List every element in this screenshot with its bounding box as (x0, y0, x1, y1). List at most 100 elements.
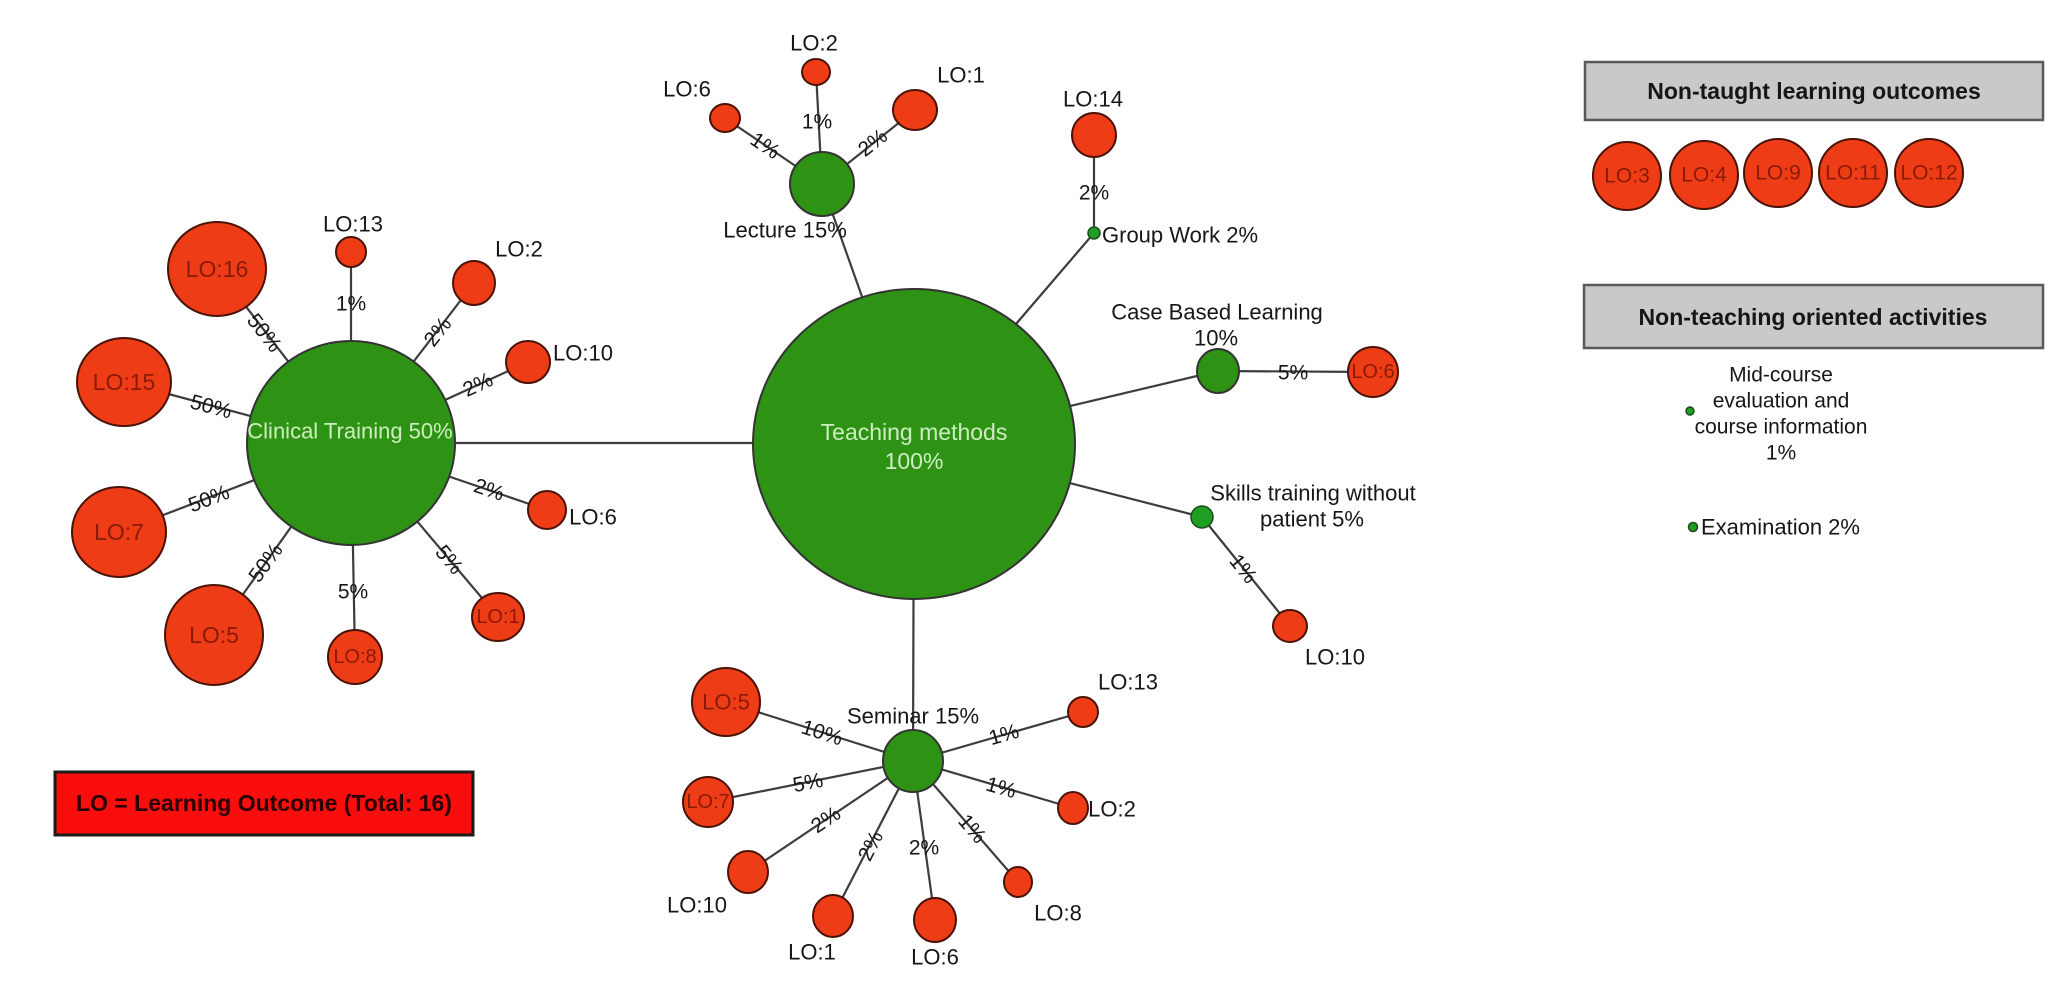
lo-label-inside: LO:16 (186, 256, 249, 282)
lo-label-inside: LO:8 (333, 646, 376, 668)
edge-label: 5% (338, 581, 368, 604)
sat-lo10-skills (1272, 609, 1308, 643)
edge-label: 50% (188, 390, 235, 423)
edge-label: 5% (791, 769, 825, 797)
group-work-label: Group Work 2% (1102, 223, 1258, 248)
sat-lo15-clinical (76, 337, 172, 427)
sat-lo8-clinical (327, 629, 383, 685)
skills-training-label-line1: Skills training without (1210, 481, 1415, 506)
mid-course-label-line2: evaluation and (1713, 390, 1850, 413)
edge-label: 2% (459, 368, 496, 402)
lo-label: LO:8 (1034, 901, 1082, 926)
edge-label: 1% (986, 720, 1022, 750)
sat-lo6-clinical (527, 490, 567, 530)
edge (747, 760, 914, 873)
edge-label: 2% (854, 125, 892, 162)
edge-label: 2% (807, 802, 845, 838)
sat-lo16-clinical (167, 221, 267, 317)
non-teaching-title: Non-teaching oriented activities (1639, 304, 1988, 330)
dot-examination (1687, 521, 1699, 533)
lo-label-inside: LO:7 (94, 519, 144, 545)
edge-label: 1% (983, 773, 1019, 803)
edge-label: 10% (798, 716, 845, 751)
hub-seminar (882, 729, 944, 793)
lo-label: LO:2 (790, 31, 838, 56)
non-taught-title: Non-taught learning outcomes (1647, 78, 1981, 104)
lo-label-inside: LO:3 (1604, 165, 1650, 188)
lo-label: LO:6 (569, 505, 617, 530)
lo-label: LO:13 (1098, 670, 1158, 695)
sat-lo1-clinical (471, 592, 525, 642)
edge-label: 50% (244, 539, 287, 587)
edge-label: 2% (909, 837, 939, 860)
mid-course-label-line1: Mid-course (1729, 364, 1833, 387)
mid-course-label-line3: course information (1695, 416, 1868, 439)
sat-lo6-lecture (709, 103, 741, 133)
legend-circle-lo11 (1818, 138, 1888, 208)
hub-case-based-learning (1196, 348, 1240, 394)
edge-label: 1% (746, 128, 784, 164)
teaching-methods-label-line2: 100% (885, 448, 944, 474)
lo-label-inside: LO:6 (1351, 361, 1394, 383)
lo-label-inside: LO:9 (1755, 162, 1801, 185)
edge-label: 5% (1278, 362, 1308, 385)
edge (1201, 516, 1291, 627)
case-based-learning-label-line1: Case Based Learning (1111, 300, 1323, 325)
lo-label-inside: LO:15 (93, 369, 156, 395)
edge-label: 2% (1079, 182, 1109, 205)
lo-label-inside: LO:1 (476, 606, 519, 628)
dot-group-work (1087, 226, 1101, 240)
sat-lo13-seminar (1067, 696, 1099, 728)
edge-label: 50% (185, 481, 232, 518)
sat-lo7-seminar (682, 776, 734, 828)
case-based-learning-label-line2: 10% (1194, 326, 1238, 351)
sat-lo7-clinical (71, 486, 167, 578)
edge-label: 2% (471, 474, 507, 506)
legend-circle-lo12 (1894, 138, 1964, 208)
legend-circle-lo4 (1669, 140, 1739, 210)
lo-label: LO:14 (1063, 87, 1123, 112)
lecture-label: Lecture 15% (723, 218, 847, 243)
examination-label: Examination 2% (1701, 515, 1860, 540)
sat-lo1-seminar (812, 894, 854, 938)
sat-lo10-seminar (727, 850, 769, 894)
sat-lo5-clinical (164, 584, 264, 686)
sat-lo5-seminar (691, 667, 761, 737)
lo-label: LO:2 (1088, 797, 1136, 822)
hub-teaching-methods (752, 288, 1076, 600)
dot-mid-course (1685, 406, 1695, 416)
mid-course-label-line4: 1% (1766, 442, 1796, 465)
non-teaching-box (1582, 283, 2045, 350)
lo-label-inside: LO:7 (686, 791, 729, 813)
hub-lecture (789, 151, 855, 217)
lo-label-inside: LO:12 (1900, 162, 1957, 185)
lo-label: LO:10 (1305, 645, 1365, 670)
lo-label: LO:6 (911, 945, 959, 970)
sat-lo13-clinical (335, 236, 367, 268)
lo-label: LO:6 (663, 77, 711, 102)
edge-label: 1% (953, 810, 990, 848)
legend-circle-lo3 (1592, 141, 1662, 211)
sat-lo10-clinical (505, 340, 551, 384)
sat-lo6-cbl (1347, 346, 1399, 398)
lo-label: LO:2 (495, 237, 543, 262)
edge-label: 2% (854, 827, 888, 864)
sat-lo2-seminar (1057, 791, 1089, 825)
sat-lo2-lecture (801, 58, 831, 86)
lo-label: LO:1 (937, 63, 985, 88)
sat-lo2-clinical (452, 260, 496, 306)
lo-key-box (53, 770, 475, 837)
edge-label: 1% (802, 111, 832, 134)
lo-label-inside: LO:4 (1681, 164, 1727, 187)
edge-label: 1% (336, 293, 366, 316)
sat-lo1-lecture (892, 89, 938, 131)
lo-label: LO:1 (788, 940, 836, 965)
non-taught-box (1583, 60, 2045, 122)
clinical-training-label: Clinical Training 50% (247, 419, 452, 444)
lo-key-label: LO = Learning Outcome (Total: 16) (76, 790, 452, 816)
dot-skills-training (1190, 505, 1214, 529)
legend-circle-lo9 (1743, 138, 1813, 208)
skills-training-label-line2: patient 5% (1260, 507, 1364, 532)
